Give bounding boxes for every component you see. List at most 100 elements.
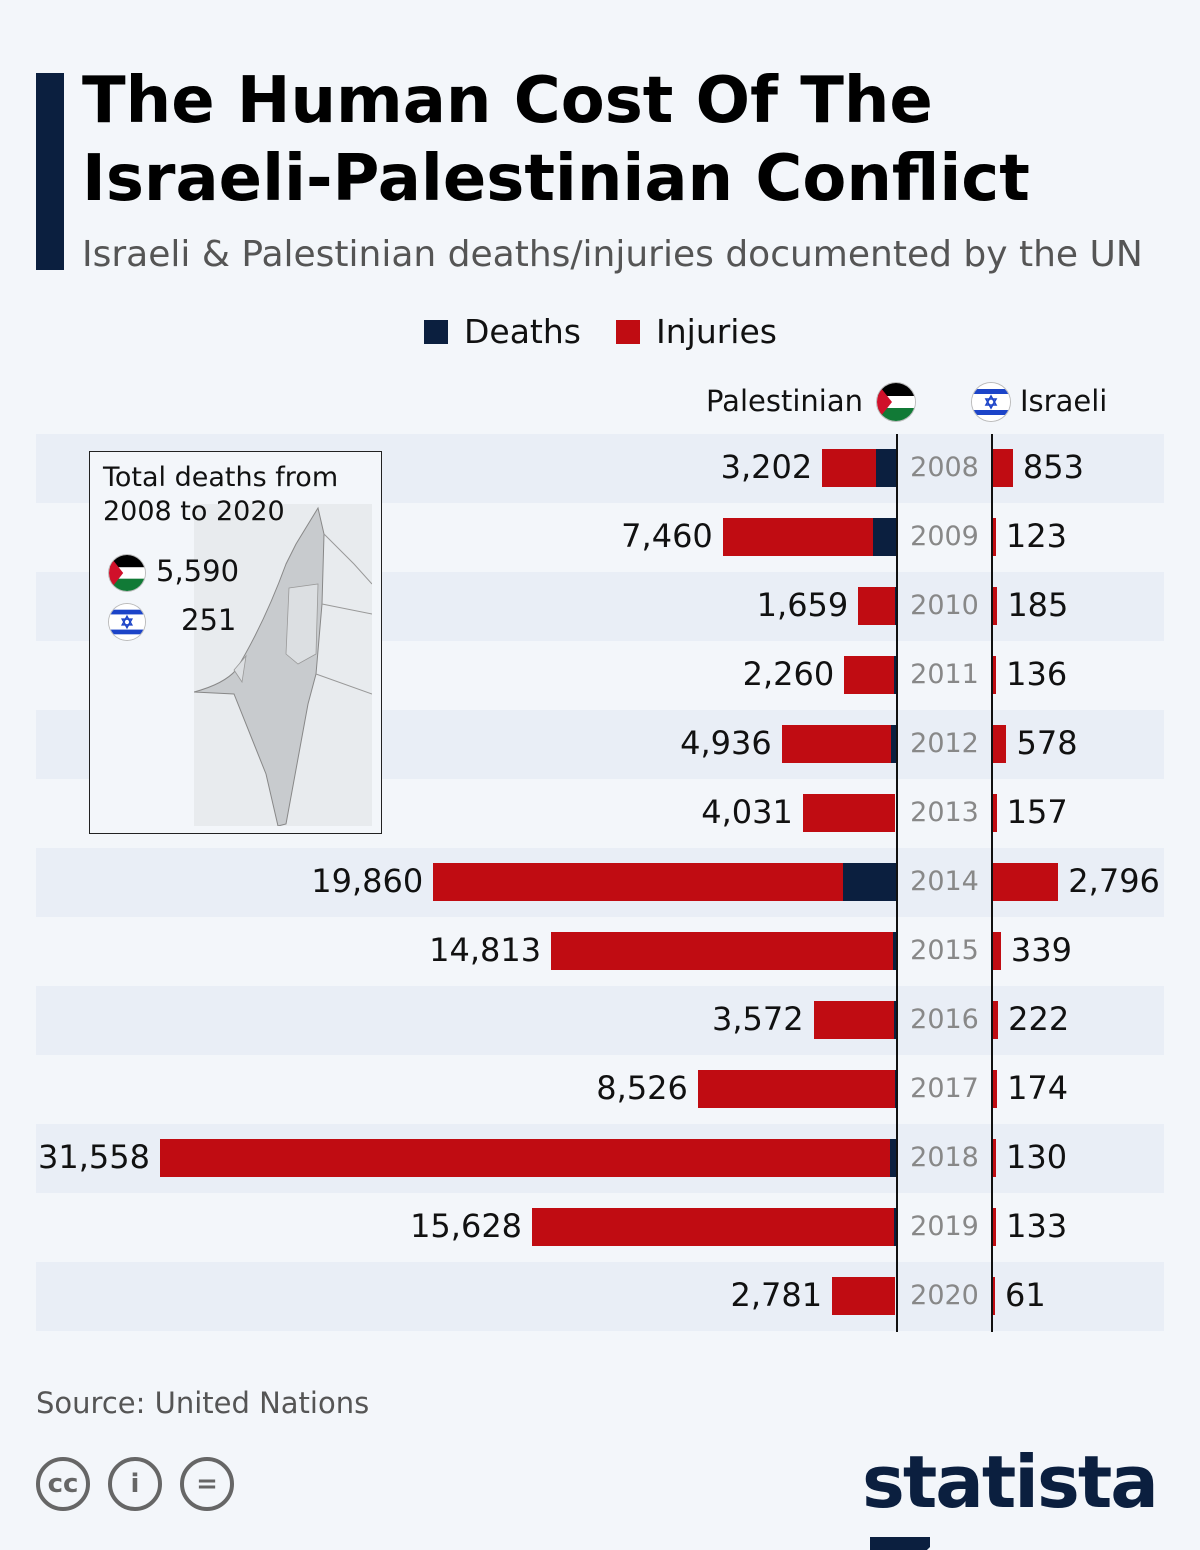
inset-israeli-total: 251 bbox=[181, 603, 237, 637]
inset-palestinian-flag-icon bbox=[109, 555, 145, 591]
israeli-injuries-bar bbox=[993, 518, 996, 556]
map-israel-palestine bbox=[194, 504, 372, 826]
israeli-value-label: 578 bbox=[1016, 724, 1078, 762]
year-label: 2008 bbox=[910, 452, 979, 483]
legend-deaths: Deaths bbox=[424, 312, 581, 351]
palestinian-injuries-bar bbox=[822, 449, 877, 487]
palestinian-deaths-bar bbox=[894, 1001, 897, 1039]
creative-commons-icon[interactable]: cc bbox=[36, 1457, 90, 1511]
deaths-swatch bbox=[424, 319, 448, 344]
palestinian-injuries-bar bbox=[433, 863, 843, 901]
israeli-injuries-bar bbox=[993, 1208, 997, 1246]
palestinian-injuries-bar bbox=[832, 1277, 896, 1315]
row-background bbox=[36, 986, 1164, 1055]
year-label: 2009 bbox=[910, 521, 979, 552]
palestinian-injuries-bar bbox=[813, 1001, 895, 1039]
statista-logo[interactable]: statista bbox=[862, 1440, 1200, 1550]
year-label: 2011 bbox=[910, 659, 979, 690]
palestinian-value-label: 31,558 bbox=[38, 1138, 150, 1176]
israeli-value-label: 61 bbox=[1005, 1276, 1046, 1314]
year-label: 2019 bbox=[910, 1211, 979, 1242]
total-deaths-inset: Total deaths from 2008 to 2020 5,590 251 bbox=[89, 451, 382, 834]
palestinian-value-label: 15,628 bbox=[410, 1207, 523, 1245]
israeli-axis-line bbox=[991, 434, 993, 1332]
israeli-injuries-bar bbox=[993, 656, 997, 694]
israeli-injuries-bar bbox=[993, 932, 1001, 970]
row-background bbox=[36, 1262, 1164, 1331]
year-label: 2012 bbox=[910, 728, 979, 759]
palestinian-deaths-bar bbox=[876, 449, 897, 487]
title-accent-bar bbox=[36, 73, 64, 270]
palestinian-injuries-bar bbox=[722, 518, 873, 556]
israeli-value-label: 136 bbox=[1006, 655, 1068, 693]
palestinian-value-label: 2,260 bbox=[742, 655, 835, 693]
israeli-value-label: 123 bbox=[1005, 517, 1067, 555]
palestinian-deaths-bar bbox=[872, 518, 897, 556]
israeli-value-label: 133 bbox=[1006, 1207, 1068, 1245]
palestinian-value-label: 8,526 bbox=[596, 1069, 688, 1107]
palestinian-deaths-bar bbox=[842, 863, 897, 901]
statista-logo-text: statista bbox=[862, 1440, 1159, 1524]
palestinian-injuries-bar bbox=[160, 1139, 890, 1177]
israeli-injuries-bar bbox=[993, 1070, 998, 1108]
palestinian-deaths-bar bbox=[893, 932, 897, 970]
israeli-header: Israeli bbox=[1020, 384, 1108, 418]
palestinian-value-label: 4,031 bbox=[701, 793, 793, 831]
year-label: 2015 bbox=[910, 935, 979, 966]
palestinian-value-label: 19,860 bbox=[311, 862, 424, 900]
israeli-flag-icon bbox=[972, 383, 1010, 421]
no-derivatives-icon[interactable]: = bbox=[180, 1457, 234, 1511]
year-label: 2014 bbox=[910, 866, 979, 897]
palestinian-flag-icon bbox=[877, 383, 915, 421]
israeli-value-label: 130 bbox=[1006, 1138, 1068, 1176]
palestinian-value-label: 7,460 bbox=[621, 517, 713, 555]
palestinian-injuries-bar bbox=[697, 1070, 896, 1108]
israeli-injuries-bar bbox=[993, 1139, 997, 1177]
palestinian-axis-line bbox=[896, 434, 898, 1332]
year-label: 2018 bbox=[910, 1142, 979, 1173]
legend-injuries-label: Injuries bbox=[656, 312, 777, 351]
attribution-icon[interactable]: i bbox=[108, 1457, 162, 1511]
palestinian-deaths-bar bbox=[889, 1139, 897, 1177]
palestinian-injuries-bar bbox=[844, 656, 895, 694]
subtitle: Israeli & Palestinian deaths/injuries do… bbox=[82, 234, 1143, 275]
palestinian-value-label: 14,813 bbox=[429, 931, 542, 969]
palestinian-deaths-bar bbox=[894, 656, 897, 694]
palestinian-value-label: 4,936 bbox=[680, 724, 772, 762]
palestinian-value-label: 3,572 bbox=[711, 1000, 804, 1038]
israeli-injuries-bar bbox=[993, 863, 1059, 901]
palestinian-injuries-bar bbox=[781, 725, 891, 763]
palestinian-value-label: 1,659 bbox=[756, 586, 849, 624]
statista-logo-icon bbox=[870, 1537, 930, 1550]
year-label: 2013 bbox=[910, 797, 979, 828]
israeli-injuries-bar bbox=[993, 449, 1013, 487]
israeli-value-label: 174 bbox=[1007, 1069, 1069, 1107]
israeli-injuries-bar bbox=[993, 1001, 999, 1039]
palestinian-value-label: 3,202 bbox=[720, 448, 813, 486]
page-title: The Human Cost Of The Israeli-Palestinia… bbox=[82, 64, 1030, 216]
inset-title: Total deaths from 2008 to 2020 bbox=[103, 462, 339, 527]
year-label: 2016 bbox=[910, 1004, 979, 1035]
year-label: 2010 bbox=[910, 590, 979, 621]
israeli-value-label: 222 bbox=[1008, 1000, 1070, 1038]
palestinian-injuries-bar bbox=[802, 794, 896, 832]
israeli-value-label: 339 bbox=[1010, 931, 1072, 969]
palestinian-deaths-bar bbox=[894, 587, 897, 625]
palestinian-deaths-bar bbox=[893, 1208, 897, 1246]
inset-israeli-flag-icon bbox=[109, 604, 145, 640]
israeli-value-label: 157 bbox=[1006, 793, 1068, 831]
legend-deaths-label: Deaths bbox=[464, 312, 581, 351]
year-label: 2017 bbox=[910, 1073, 979, 1104]
palestinian-injuries-bar bbox=[551, 932, 894, 970]
israeli-value-label: 853 bbox=[1022, 448, 1084, 486]
palestinian-header: Palestinian bbox=[706, 384, 863, 418]
israeli-value-label: 185 bbox=[1007, 586, 1069, 624]
israeli-value-label: 2,796 bbox=[1068, 862, 1160, 900]
source-note: Source: United Nations bbox=[36, 1386, 370, 1420]
year-label: 2020 bbox=[910, 1280, 979, 1311]
israeli-injuries-bar bbox=[993, 1277, 995, 1315]
injuries-swatch bbox=[616, 319, 640, 344]
israeli-injuries-bar bbox=[993, 725, 1007, 763]
palestinian-injuries-bar bbox=[858, 587, 895, 625]
